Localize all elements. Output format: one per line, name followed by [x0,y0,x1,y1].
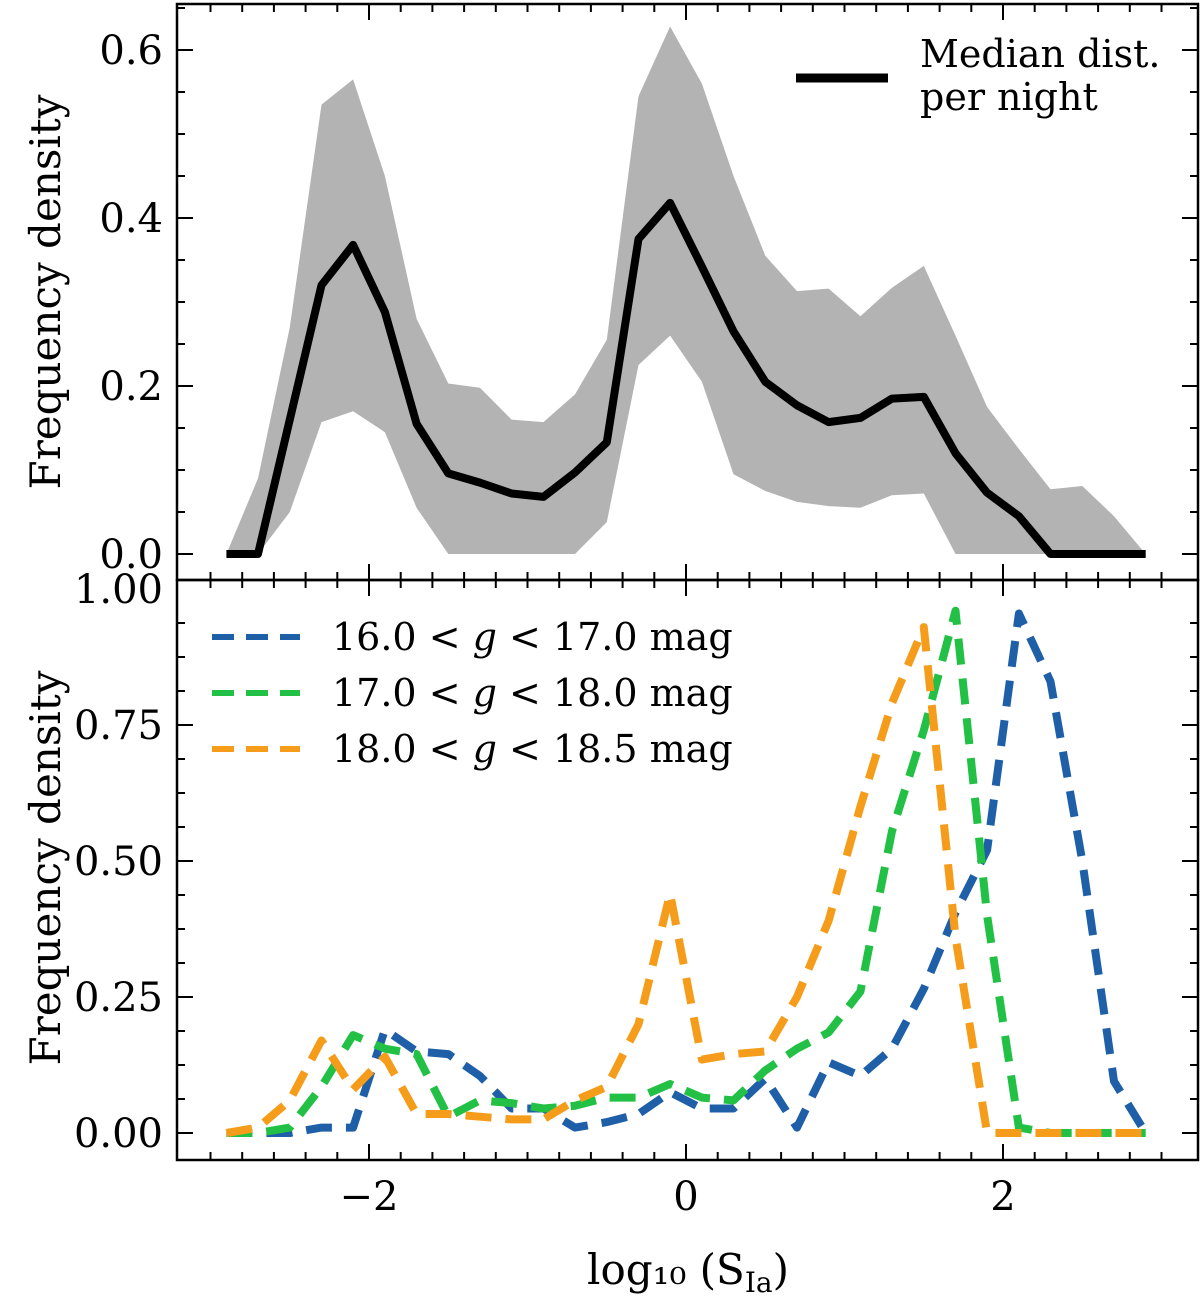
bottom-xtick-label: −2 [340,1174,399,1220]
bottom-panel: −2 0 2 0.00 0.25 0.50 0.75 1.00 16.0 < g < 17.0… [21,567,1200,1299]
bottom-xtick-label: 0 [673,1174,698,1220]
top-ytick-label: 0.6 [99,28,163,74]
top-ticks: 0.0 0.2 0.4 0.6 [99,4,1198,580]
bottom-ytick-label: 0.75 [74,703,163,749]
bottom-ytick-label: 1.00 [74,567,163,613]
bottom-xtick-label: 2 [990,1174,1015,1220]
top-ytick-label: 0.0 [99,532,163,578]
bottom-ytick-label: 0.50 [74,839,163,885]
interquartile-band [226,26,1146,554]
median-line [226,198,1146,558]
bottom-legend: 16.0 < g < 17.0 mag 17.0 < g < 18.0 mag … [212,615,733,771]
top-series-group [226,198,1146,558]
legend-label-median-line1: Median dist. [920,32,1160,76]
bottom-ticks: −2 0 2 0.00 0.25 0.50 0.75 1.00 [74,567,1198,1220]
bottom-plot-frame [175,578,1200,1162]
top-ytick-label: 0.2 [99,364,163,410]
bottom-ytick-label: 0.00 [74,1111,163,1157]
legend-label-16-17: 16.0 < g < 17.0 mag [332,615,733,659]
top-ytick-label: 0.4 [99,196,163,242]
legend-label-17-18: 17.0 < g < 18.0 mag [332,671,733,715]
top-legend: Median dist. per night [796,32,1160,119]
bottom-y-axis-label: Frequency density [21,670,70,1065]
x-axis-label: log₁₀ (SIa) [587,1245,789,1299]
legend-label-median-line2: per night [920,75,1098,119]
series-line-17-18 [226,606,1146,1137]
bottom-ytick-label: 0.25 [74,975,163,1021]
top-y-axis-label: Frequency density [21,94,70,489]
bottom-series-group [225,606,1150,1137]
top-panel: 0.0 0.2 0.4 0.6 Median dist. per night Freq… [21,2,1200,582]
legend-label-18-18.5: 18.0 < g < 18.5 mag [332,727,733,771]
